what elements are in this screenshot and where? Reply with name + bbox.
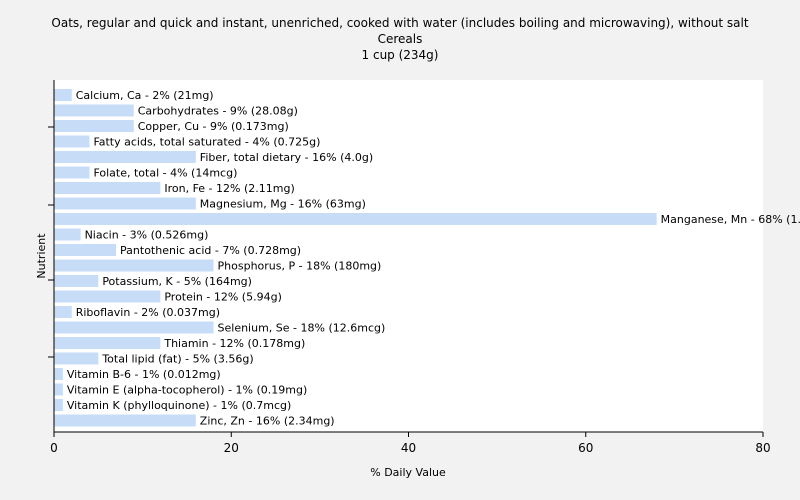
bar-label: Calcium, Ca - 2% (21mg) [76, 89, 214, 102]
bars-group [54, 89, 657, 427]
bar-label: Vitamin E (alpha-tocopherol) - 1% (0.19m… [67, 384, 307, 397]
x-tick-label: 80 [755, 441, 770, 455]
x-axis-ticks: 0 20 40 60 80 [50, 432, 771, 455]
bar [54, 120, 134, 132]
x-tick-label: 60 [578, 441, 593, 455]
bar-label: Manganese, Mn - 68% (1.357mg) [661, 213, 800, 226]
bar-label: Niacin - 3% (0.526mg) [85, 229, 209, 242]
bar [54, 182, 161, 194]
chart-title: Oats, regular and quick and instant, une… [51, 16, 748, 30]
bar-label: Iron, Fe - 12% (2.11mg) [164, 182, 294, 195]
bar-label: Copper, Cu - 9% (0.173mg) [138, 120, 289, 133]
bar [54, 414, 196, 427]
bar-label: Pantothenic acid - 7% (0.728mg) [120, 244, 301, 257]
bar [54, 290, 161, 303]
bar [54, 244, 117, 256]
bar-label: Zinc, Zn - 16% (2.34mg) [200, 415, 335, 428]
bar-label: Vitamin K (phylloquinone) - 1% (0.7mcg) [67, 399, 291, 412]
bar-labels-group: Calcium, Ca - 2% (21mg) Carbohydrates - 9… [67, 89, 800, 428]
bar-label: Vitamin B-6 - 1% (0.012mg) [67, 368, 221, 381]
bar [54, 383, 63, 396]
bar [54, 104, 134, 117]
bar-label: Carbohydrates - 9% (28.08g) [138, 105, 298, 118]
y-axis-ticks [48, 126, 54, 358]
bar-label: Total lipid (fat) - 5% (3.56g) [101, 353, 253, 366]
x-axis-title: % Daily Value [370, 466, 446, 479]
x-tick-label: 0 [50, 441, 58, 455]
bar [54, 166, 90, 179]
bar-label: Fiber, total dietary - 16% (4.0g) [200, 151, 373, 164]
bar [54, 259, 214, 272]
bar [54, 399, 63, 411]
x-tick-label: 20 [224, 441, 239, 455]
bar-label: Fatty acids, total saturated - 4% (0.725… [93, 136, 320, 149]
bar-label: Thiamin - 12% (0.178mg) [163, 337, 305, 350]
plot-area [54, 80, 763, 432]
bar [54, 228, 81, 241]
bar [54, 213, 657, 225]
bar [54, 368, 63, 380]
bar [54, 275, 99, 287]
chart-subtitle: Cereals [378, 32, 423, 46]
chart-serving-size: 1 cup (234g) [362, 48, 439, 62]
bar [54, 306, 72, 318]
bar-label: Riboflavin - 2% (0.037mg) [76, 306, 220, 319]
bar-label: Phosphorus, P - 18% (180mg) [218, 260, 382, 273]
bar-label: Magnesium, Mg - 16% (63mg) [200, 198, 366, 211]
bar-label: Potassium, K - 5% (164mg) [102, 275, 252, 288]
bar [54, 151, 196, 163]
bar-label: Folate, total - 4% (14mcg) [93, 167, 237, 180]
y-axis-title: Nutrient [35, 233, 48, 279]
bar [54, 89, 72, 101]
x-tick-label: 40 [401, 441, 416, 455]
bar [54, 337, 161, 349]
bar-label: Protein - 12% (5.94g) [164, 291, 282, 304]
bar [54, 135, 90, 148]
bar [54, 197, 196, 210]
bar [54, 321, 214, 334]
bar-label: Selenium, Se - 18% (12.6mcg) [218, 322, 386, 335]
bar [54, 352, 99, 365]
